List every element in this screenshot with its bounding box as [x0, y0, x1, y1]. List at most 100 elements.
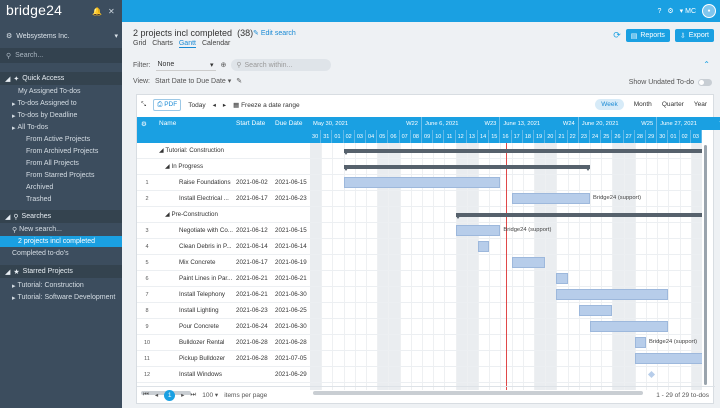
sidebar-item[interactable]: ▸ To-dos Assigned to	[0, 98, 122, 109]
vertical-scrollbar[interactable]	[704, 145, 707, 385]
zoom-week[interactable]: Week	[595, 99, 624, 110]
collapse-icon[interactable]: ⌃	[703, 60, 710, 69]
task-bar[interactable]	[634, 353, 702, 364]
table-row[interactable]: ◢ In Progress	[137, 159, 310, 175]
top-bar: ? ⚙ ▾ MC ●	[122, 0, 720, 22]
sidebar-starred-item[interactable]: ▸ Tutorial: Software Development	[0, 292, 122, 303]
prev-icon[interactable]: ◂	[212, 102, 216, 109]
task-bar[interactable]	[590, 321, 669, 332]
current-page[interactable]: 1	[164, 389, 176, 401]
sidebar-search-item[interactable]: Completed to-do's	[0, 248, 122, 259]
task-bar[interactable]	[556, 289, 669, 300]
quick-access-header[interactable]: ◢ ✦ Quick Access	[0, 72, 122, 85]
sidebar-starred-item[interactable]: ▸ Tutorial: Construction	[0, 280, 122, 291]
table-row[interactable]: 8 Install Lighting 2021-06-23 2021-06-25	[137, 303, 310, 319]
sidebar-item[interactable]: Archived	[0, 182, 122, 193]
col-start[interactable]: Start Date	[236, 120, 266, 127]
avatar[interactable]: ●	[702, 4, 716, 18]
milestone-marker[interactable]	[647, 370, 656, 379]
sidebar-search-item[interactable]: 2 projects incl completed	[0, 236, 122, 247]
table-row[interactable]: 2 Install Electrical ... 2021-06-17 2021-06…	[137, 191, 310, 207]
summary-bar[interactable]	[343, 149, 702, 155]
timeline-scrollbar[interactable]	[313, 391, 643, 395]
sidebar-search-item[interactable]: ⚲ New search...	[0, 224, 122, 235]
sidebar-item[interactable]: Trashed	[0, 194, 122, 205]
today-button[interactable]: Today	[188, 101, 206, 109]
table-row[interactable]: 11 Pickup Bulldozer 2021-06-28 2021-07-05	[137, 351, 310, 367]
search-within-input[interactable]: ⚲ Search within...	[231, 59, 332, 71]
zoom-quarter[interactable]: Quarter	[661, 101, 684, 108]
task-bar[interactable]	[478, 241, 490, 252]
tab-calendar[interactable]: Calendar	[201, 40, 231, 47]
export-button[interactable]: ⇩ Export	[674, 29, 714, 42]
tab-gantt[interactable]: Gantt	[178, 40, 196, 48]
table-row[interactable]: 4 Clean Debris in P... 2021-06-14 2021-06-1…	[137, 239, 310, 255]
toggle-switch[interactable]	[698, 79, 712, 86]
zoom-month[interactable]: Month	[633, 101, 652, 108]
table-row[interactable]: 6 Paint Lines in Par... 2021-06-21 2021-06-…	[137, 271, 310, 287]
reports-button[interactable]: ▤ Reports	[625, 29, 670, 42]
task-bar[interactable]	[455, 225, 501, 236]
task-bar[interactable]	[578, 305, 613, 316]
searches-header[interactable]: ◢ ⚲ Searches	[0, 210, 122, 223]
table-row[interactable]: 3 Negotiate with Co... 2021-06-12 2021-06-1…	[137, 223, 310, 239]
sidebar-item[interactable]: From All Projects	[0, 158, 122, 169]
expand-icon[interactable]: ⤡	[141, 101, 147, 108]
last-page-icon[interactable]: ⏭	[190, 391, 197, 398]
view-select[interactable]: Start Date to Due Date ▾	[155, 78, 232, 85]
sidebar-item[interactable]: From Active Projects	[0, 134, 122, 145]
next-page-icon[interactable]: ▸	[181, 392, 185, 399]
sidebar-search[interactable]: ⚲ Search...	[0, 48, 122, 63]
task-bar[interactable]	[343, 177, 501, 188]
user-menu[interactable]: ▾ MC	[679, 8, 696, 15]
edit-search-link[interactable]: ✎ Edit search	[253, 30, 296, 37]
tab-grid[interactable]: Grid	[133, 40, 147, 47]
show-undated-toggle[interactable]: Show Undated To-do	[629, 79, 712, 86]
refresh-icon[interactable]: ⟳	[613, 30, 621, 40]
task-bar[interactable]	[556, 273, 568, 284]
sidebar-item[interactable]: ▸ To-dos by Deadline	[0, 110, 122, 121]
table-row[interactable]: 10 Bulldozer Rental 2021-06-28 2021-06-28	[137, 335, 310, 351]
grid-settings-icon[interactable]: ⚙	[141, 121, 147, 128]
first-page-icon[interactable]: ⏮	[143, 391, 149, 398]
settings-icon[interactable]: ⚙	[667, 8, 674, 15]
table-row[interactable]: 12 Install Windows 2021-06-29	[137, 367, 310, 383]
table-row[interactable]: 7 Install Telephony 2021-06-21 2021-06-30	[137, 287, 310, 303]
starred-header[interactable]: ◢ ★ Starred Projects	[0, 265, 122, 278]
timeline-day: 13	[466, 130, 478, 143]
notification-icon[interactable]: 🔔	[92, 7, 102, 16]
freeze-range-button[interactable]: ▦ Freeze a date range	[233, 102, 300, 109]
col-due[interactable]: Due Date	[275, 120, 303, 127]
task-bar[interactable]	[634, 337, 646, 348]
summary-bar[interactable]	[343, 165, 591, 171]
table-row[interactable]: ◢ Tutorial: Construction	[137, 143, 310, 159]
table-row[interactable]: 5 Mix Concrete 2021-06-17 2021-06-19	[137, 255, 310, 271]
task-bar[interactable]	[511, 257, 546, 268]
help-icon[interactable]: ?	[657, 7, 662, 15]
workspace-selector[interactable]: ⚙ Websystems Inc. ▾	[6, 30, 118, 42]
grid-line	[321, 143, 323, 390]
pdf-button[interactable]: ⎙ PDF	[153, 99, 182, 111]
sidebar-item[interactable]: From Archived Projects	[0, 146, 122, 157]
filter-select[interactable]: None ▾	[155, 59, 216, 71]
table-row[interactable]: 9 Pour Concrete 2021-06-24 2021-06-30	[137, 319, 310, 335]
zoom-year[interactable]: Year	[693, 101, 707, 108]
sidebar-search-input[interactable]: Search...	[15, 52, 44, 59]
table-row[interactable]: ◢ Pre-Construction	[137, 207, 310, 223]
add-filter-icon[interactable]: ⊕	[220, 62, 227, 69]
sidebar-item[interactable]: From Starred Projects	[0, 170, 122, 181]
sidebar-item[interactable]: My Assigned To-dos	[0, 86, 122, 97]
sidebar-item[interactable]: ▸ All To-dos	[0, 122, 122, 133]
per-page-select[interactable]: 100 ▾	[202, 392, 219, 399]
next-icon[interactable]: ▸	[222, 102, 227, 109]
summary-bar[interactable]	[455, 213, 702, 219]
tab-charts[interactable]: Charts	[152, 40, 173, 47]
grid-line	[489, 143, 491, 390]
task-name: Install Windows	[179, 371, 247, 378]
table-row[interactable]: 1 Raise Foundations 2021-06-02 2021-06-15	[137, 175, 310, 191]
col-name[interactable]: Name	[159, 120, 177, 127]
close-icon[interactable]: ✕	[108, 7, 115, 16]
prev-page-icon[interactable]: ◂	[154, 392, 159, 399]
edit-view-icon[interactable]: ✎	[236, 78, 243, 85]
task-bar[interactable]	[511, 193, 590, 204]
